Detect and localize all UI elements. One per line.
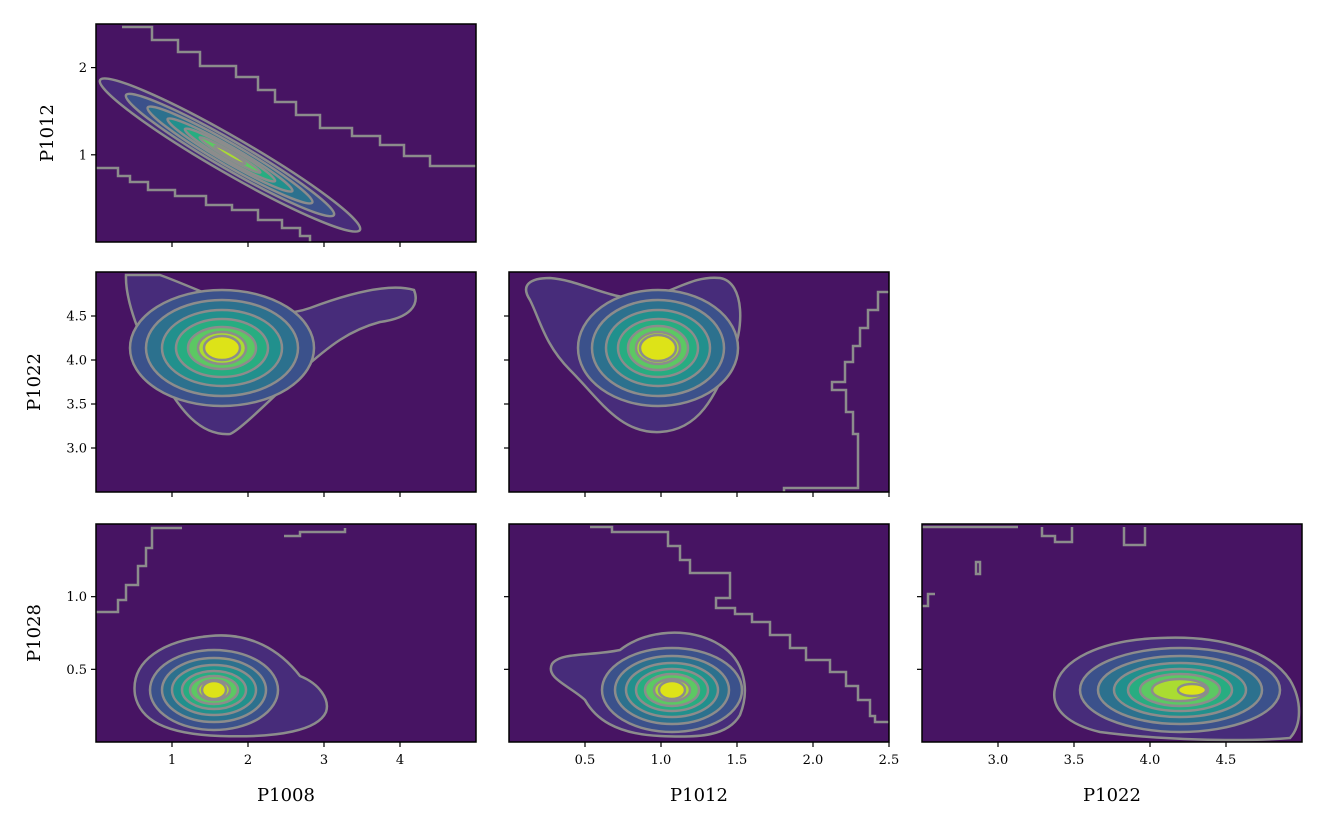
ytick-label-p1028-vs-p1008-1: 1.0: [66, 590, 87, 605]
panel-p1028-vs-p1008: [95, 523, 477, 743]
xtick-label-p1028-vs-p1022-2: 4.0: [1140, 753, 1161, 768]
ylabel-p1028: P1028: [24, 604, 45, 662]
outer-contour-bottom-p1012-vs-p1008: [96, 166, 312, 242]
xtick-label-p1028-vs-p1022-1: 3.5: [1064, 753, 1085, 768]
panel-p1012-vs-p1008: [95, 23, 477, 243]
ytick-label-p1022-vs-p1008-3: 4.5: [66, 310, 87, 325]
contours-p1028-vs-p1008: [148, 648, 280, 732]
outer-contour-top-p1012-vs-p1008: [122, 25, 476, 168]
panel-p1028-vs-p1012: [508, 523, 890, 743]
outer-contour-right-p1022-vs-p1012: [782, 290, 889, 492]
xtick-label-p1028-vs-p1008-2: 3: [320, 753, 328, 768]
outer-contour-diagonal-p1028-vs-p1012: [590, 525, 889, 724]
outer-contour-top2-p1028-vs-p1008: [284, 528, 347, 538]
contours-p1028-vs-p1012: [600, 646, 744, 734]
xtick-label-p1028-vs-p1022-0: 3.0: [988, 753, 1009, 768]
contours-p1022-vs-p1008: [128, 288, 316, 408]
xtick-label-p1028-vs-p1008-0: 1: [168, 753, 176, 768]
xlabel-p1012: P1012: [670, 785, 728, 806]
tick-layer: 1 2 3.0 3.5 4.0 4.5 1 2 3 4 0.5 1.0 0.5 1.0 1.5 2.0 2.5 3…: [66, 61, 1236, 768]
panel-p1022-vs-p1008: [95, 271, 477, 493]
contours-p1028-vs-p1022: [1078, 646, 1282, 734]
panel-p1028-vs-p1022: [921, 523, 1303, 743]
contours-p1012-vs-p1008: [98, 77, 362, 233]
xtick-label-p1028-vs-p1008-3: 4: [396, 753, 404, 768]
xtick-label-p1028-vs-p1012-1: 1.0: [651, 753, 672, 768]
outer-contour-top-p1028-vs-p1008: [96, 526, 182, 614]
xtick-label-p1028-vs-p1012-4: 2.5: [879, 753, 900, 768]
xlabel-p1008: P1008: [257, 785, 315, 806]
ytick-label-p1022-vs-p1008-1: 3.5: [66, 398, 87, 413]
ylabel-p1022: P1022: [24, 353, 45, 411]
outer-contour-left-p1028-vs-p1022: [922, 592, 935, 608]
ytick-label-p1012-vs-p1008-0: 1: [79, 148, 87, 163]
outer-contour-notch2-p1028-vs-p1022: [1122, 527, 1147, 547]
contours-p1022-vs-p1012: [576, 288, 740, 408]
ytick-label-p1022-vs-p1008-2: 4.0: [66, 354, 87, 369]
outer-contour-island-p1028-vs-p1022: [974, 560, 982, 576]
xtick-label-p1028-vs-p1012-3: 2.0: [803, 753, 824, 768]
xtick-label-p1028-vs-p1012-0: 0.5: [575, 753, 596, 768]
ytick-label-p1012-vs-p1008-1: 2: [79, 61, 87, 76]
ylabel-p1012: P1012: [37, 104, 58, 162]
ytick-label-p1022-vs-p1008-0: 3.0: [66, 442, 87, 457]
xtick-label-p1028-vs-p1022-3: 4.5: [1216, 753, 1237, 768]
outer-contour-notch1-p1028-vs-p1022: [1040, 527, 1074, 544]
xlabel-p1022: P1022: [1083, 785, 1141, 806]
xtick-label-p1028-vs-p1012-2: 1.5: [727, 753, 748, 768]
xtick-label-p1028-vs-p1008-1: 2: [244, 753, 252, 768]
panel-p1022-vs-p1012: [508, 271, 890, 493]
ytick-label-p1028-vs-p1008-0: 0.5: [66, 663, 87, 678]
